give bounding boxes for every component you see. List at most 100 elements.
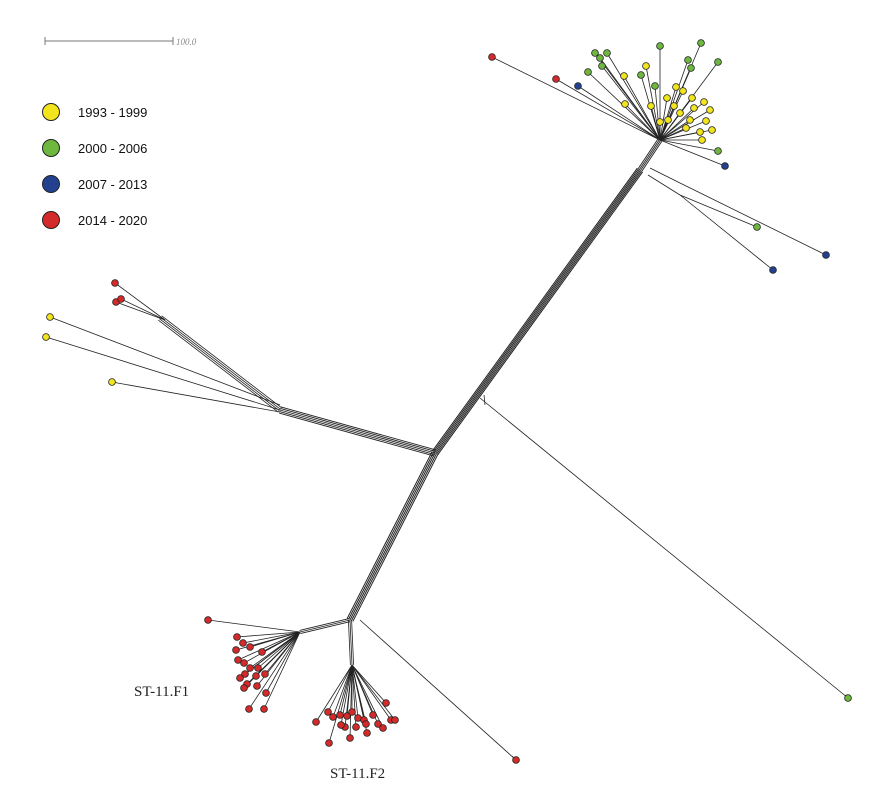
- network-edge: [624, 103, 661, 141]
- tip-node: [637, 71, 645, 79]
- tip-node: [234, 656, 242, 664]
- tip-node: [642, 62, 650, 70]
- network-edge: [659, 119, 691, 141]
- tip-node: [240, 684, 248, 692]
- legend-item: 1993 - 1999: [42, 94, 147, 130]
- network-edge: [650, 105, 661, 141]
- network-edge: [351, 664, 387, 704]
- tip-node: [261, 670, 269, 678]
- cluster-label-f1: ST-11.F1: [134, 684, 190, 700]
- tip-node: [651, 82, 659, 90]
- legend-swatch: [42, 103, 60, 121]
- network-edge: [49, 316, 281, 406]
- network-edge: [649, 167, 679, 183]
- network-edge: [606, 52, 661, 141]
- tip-node: [598, 62, 606, 70]
- network-edge: [351, 664, 396, 721]
- network-edge: [120, 298, 166, 321]
- tip-node: [324, 708, 332, 716]
- network-edge: [350, 453, 437, 621]
- legend-swatch: [42, 211, 60, 229]
- network-edge: [339, 664, 353, 716]
- legend-label: 2014 - 2020: [78, 212, 148, 228]
- network-edge: [299, 619, 351, 633]
- tip-node: [254, 664, 262, 672]
- tip-node: [253, 682, 261, 690]
- tip-node: [46, 313, 54, 321]
- network-edge: [237, 631, 301, 661]
- cluster-label-f2: ST-11.F2: [330, 766, 386, 782]
- network-edge: [483, 394, 486, 406]
- network-edge: [641, 140, 663, 172]
- tip-node: [696, 128, 704, 136]
- tip-node: [512, 756, 520, 764]
- tip-node: [246, 643, 254, 651]
- tip-node: [260, 705, 268, 713]
- tip-node: [700, 98, 708, 106]
- network-edges: [45, 42, 849, 761]
- tip-node: [684, 56, 692, 64]
- network-edge: [659, 127, 687, 141]
- tip-node: [656, 118, 664, 126]
- network-edge: [349, 452, 436, 621]
- network-edge: [352, 454, 439, 622]
- tip-node: [584, 68, 592, 76]
- network-edge: [659, 112, 681, 141]
- tip-node: [312, 718, 320, 726]
- tip-node: [239, 639, 247, 647]
- tip-node: [697, 39, 705, 47]
- network-edge: [359, 619, 517, 761]
- tip-node: [204, 616, 212, 624]
- tip-node: [362, 720, 370, 728]
- network-edge: [299, 618, 350, 631]
- network-edge: [248, 631, 301, 710]
- network-edge: [280, 408, 436, 452]
- network-edge: [659, 139, 726, 167]
- tip-node: [721, 162, 729, 170]
- legend-label: 2007 - 2013: [78, 176, 148, 192]
- tip-node: [664, 116, 672, 124]
- tip-node: [676, 109, 684, 117]
- tip-node: [706, 106, 714, 114]
- network-edge: [437, 171, 644, 456]
- network-edge: [111, 381, 281, 413]
- tip-node: [698, 136, 706, 144]
- legend-swatch: [42, 139, 60, 157]
- tip-node: [379, 724, 387, 732]
- tip-node: [348, 708, 356, 716]
- network-edge: [435, 170, 641, 454]
- tip-node: [236, 674, 244, 682]
- network-edge: [279, 412, 435, 457]
- legend-label: 1993 - 1999: [78, 104, 148, 120]
- network-edge: [115, 301, 166, 321]
- network-edge: [348, 452, 435, 620]
- tip-node: [391, 716, 399, 724]
- network-edge: [659, 139, 719, 152]
- network-edge: [279, 411, 435, 455]
- network-edge: [637, 138, 659, 170]
- tip-node: [670, 102, 678, 110]
- tip-node: [714, 147, 722, 155]
- network-edge: [351, 619, 354, 665]
- tip-node: [688, 94, 696, 102]
- tip-node: [346, 734, 354, 742]
- legend: 1993 - 1999 2000 - 2006 2007 - 2013 2014…: [42, 94, 147, 238]
- network-edge: [280, 406, 436, 451]
- scale-bar: 100.0: [44, 37, 197, 47]
- network-edge: [577, 85, 661, 141]
- tip-node: [702, 117, 710, 125]
- network-edge: [599, 57, 661, 141]
- network-edge: [265, 631, 301, 694]
- network-edge: [654, 85, 661, 141]
- tip-node: [687, 64, 695, 72]
- network-edge: [640, 140, 661, 171]
- tip-node: [574, 82, 582, 90]
- tip-node: [690, 104, 698, 112]
- tip-node: [363, 729, 371, 737]
- network-edge: [659, 107, 695, 141]
- network-edge: [601, 65, 661, 141]
- tip-node: [844, 694, 852, 702]
- network-edge: [679, 194, 758, 228]
- network-edge: [348, 620, 351, 666]
